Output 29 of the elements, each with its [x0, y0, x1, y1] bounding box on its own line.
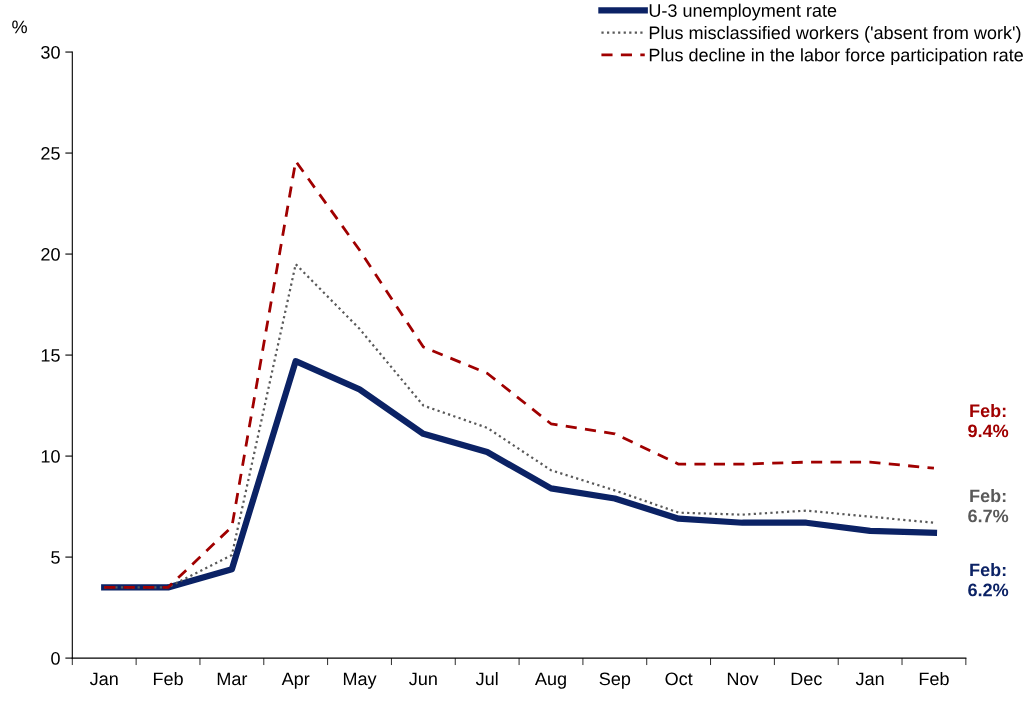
x-tick-label: Jun	[409, 672, 437, 686]
x-tick-label: Feb	[919, 671, 949, 686]
x-tick-label: Aug	[534, 672, 566, 689]
legend-label: Plus decline in the labor force participation rate	[649, 48, 1023, 65]
x-tick-label: Mar	[217, 672, 248, 686]
text: Feb: 6.7%	[968, 489, 1009, 523]
text: Feb: 9.4%	[968, 403, 1009, 438]
text: Feb: 6.2%	[968, 562, 1009, 597]
x-tick-label: Jul	[475, 671, 498, 686]
y-tick-label: 10	[41, 450, 60, 463]
y-tick-label: 0	[51, 652, 60, 665]
x-tick-label: Dec	[791, 672, 822, 686]
x-tick-label: May	[343, 672, 377, 689]
legend-label: Plus misclassified workers ('absent from work')	[649, 25, 1021, 43]
x-tick-label: Jan	[89, 672, 118, 686]
x-tick-label: Feb	[153, 671, 183, 686]
x-tick-label: Jan	[855, 672, 884, 686]
legend-label: U-3 unemployment rate	[649, 3, 837, 21]
y-tick-label: 25	[41, 146, 60, 160]
y-tick-label: 30	[41, 45, 60, 59]
x-tick-label: Sep	[599, 672, 631, 689]
y-tick-label: 15	[41, 349, 60, 362]
x-tick-label: Apr	[281, 672, 310, 689]
line-series	[102, 159, 936, 589]
y-tick-label: 20	[41, 248, 60, 261]
y-axis-title: %	[12, 20, 27, 34]
x-tick-label: Nov	[727, 672, 759, 686]
x-tick-label: Oct	[665, 672, 693, 686]
y-tick-label: 5	[51, 551, 60, 564]
